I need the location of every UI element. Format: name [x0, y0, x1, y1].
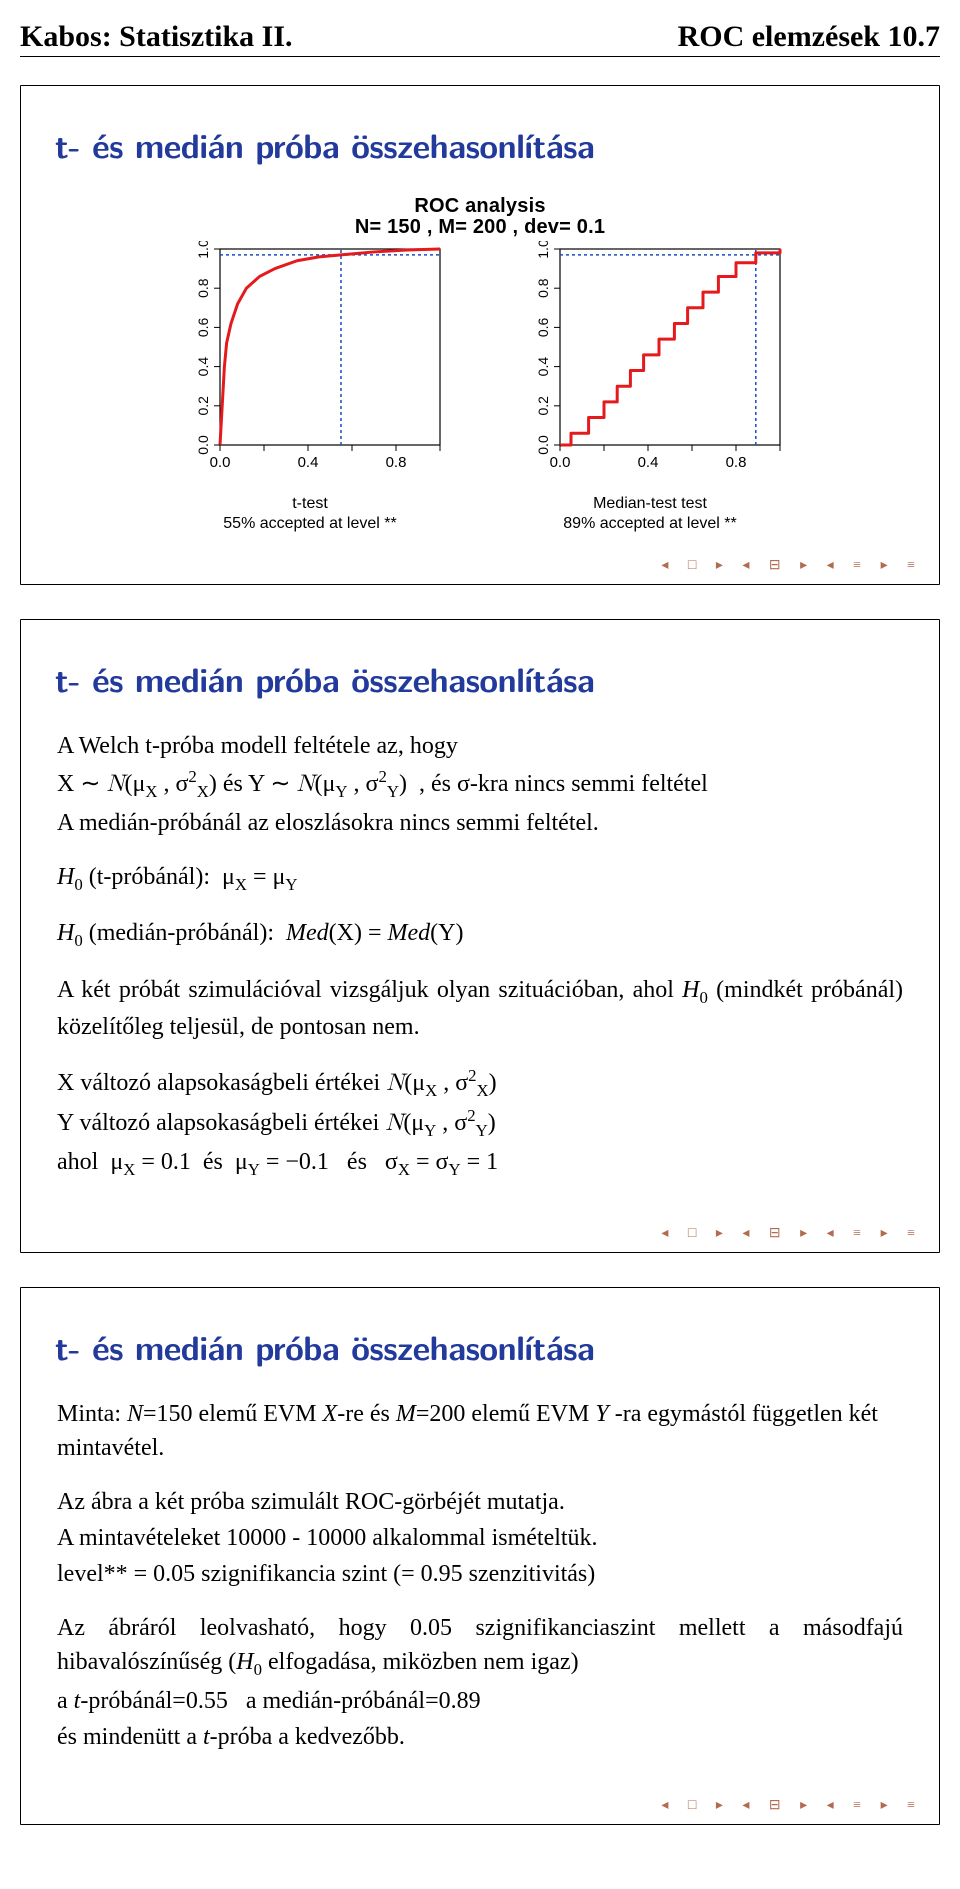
para: Az ábra a két próba szimulált ROC-görbéj…	[57, 1485, 903, 1519]
para: X változó alapsokaságbeli értékei N(μX ,…	[57, 1064, 903, 1103]
beamer-nav-icons: ◂ □ ▸ ◂ ⊟ ▸ ◂ ≡ ▸ ≡	[661, 557, 923, 574]
chart-right-caption-1: Median-test test	[510, 494, 790, 514]
svg-text:1.0: 1.0	[535, 241, 551, 259]
svg-text:0.8: 0.8	[535, 278, 551, 298]
chart-right: 0.0 0.4 0.8 0.0 0.2 0.4 0.6 0.8 1.0 Median-test …	[510, 241, 790, 534]
para: Az ábráról leolvasható, hogy 0.05 szigni…	[57, 1611, 903, 1682]
slide-text-1: t- és medián próba összehasonlítása A We…	[20, 619, 940, 1253]
slide-title: t- és medián próba összehasonlítása	[55, 654, 905, 703]
svg-text:0.8: 0.8	[386, 454, 407, 471]
slide-title: t- és medián próba összehasonlítása	[55, 120, 905, 169]
svg-text:0.4: 0.4	[638, 454, 659, 471]
chart-right-caption-2: 89% accepted at level **	[510, 514, 790, 534]
svg-text:0.4: 0.4	[535, 357, 551, 377]
svg-text:0.2: 0.2	[535, 396, 551, 416]
chart-title-1: ROC analysis	[55, 195, 905, 218]
slide-text-2: t- és medián próba összehasonlítása Mint…	[20, 1287, 940, 1825]
chart-left: 0.0 0.4 0.8 0.0 0.2 0.4 0.6 0.8 1.0 t-test 55% a…	[170, 241, 450, 534]
svg-text:0.0: 0.0	[550, 454, 571, 471]
beamer-nav-icons: ◂ □ ▸ ◂ ⊟ ▸ ◂ ≡ ▸ ≡	[661, 1225, 923, 1242]
header-left: Kabos: Statisztika II.	[20, 20, 293, 54]
header-right: ROC elemzések 10.7	[678, 20, 940, 54]
roc-right-svg: 0.0 0.4 0.8 0.0 0.2 0.4 0.6 0.8 1.0	[510, 241, 790, 481]
svg-text:0.6: 0.6	[535, 317, 551, 337]
para: level** = 0.05 szignifikancia szint (= 0…	[57, 1557, 903, 1591]
para: A mintavételeket 10000 - 10000 alkalomma…	[57, 1521, 903, 1555]
para: a t-próbánál=0.55 a medián-próbánál=0.89	[57, 1684, 903, 1718]
svg-text:0.0: 0.0	[210, 454, 231, 471]
para: A két próbát szimulációval vizsgáljuk ol…	[57, 973, 903, 1044]
para: H0 (t-próbánál): μX = μY	[57, 860, 903, 897]
chart-left-caption-1: t-test	[170, 494, 450, 514]
para: X ∼ N(μX , σ2X) és Y ∼ N(μY , σ2Y) , és …	[57, 765, 903, 804]
svg-text:0.6: 0.6	[195, 317, 211, 337]
para: A medián-próbánál az eloszlásokra nincs …	[57, 806, 903, 840]
svg-text:0.0: 0.0	[195, 435, 211, 455]
para: ahol μX = 0.1 és μY = −0.1 és σX = σY = …	[57, 1145, 903, 1182]
svg-text:0.8: 0.8	[726, 454, 747, 471]
chart-left-caption-2: 55% accepted at level **	[170, 514, 450, 534]
svg-text:0.0: 0.0	[535, 435, 551, 455]
svg-text:0.4: 0.4	[298, 454, 319, 471]
para: és mindenütt a t-próba a kedvezőbb.	[57, 1720, 903, 1754]
page-header: Kabos: Statisztika II. ROC elemzések 10.…	[20, 20, 940, 57]
para: Minta: N=150 elemű EVM X-re és M=200 ele…	[57, 1397, 903, 1465]
svg-text:0.8: 0.8	[195, 278, 211, 298]
svg-text:0.4: 0.4	[195, 357, 211, 377]
beamer-nav-icons: ◂ □ ▸ ◂ ⊟ ▸ ◂ ≡ ▸ ≡	[661, 1797, 923, 1814]
para: Y változó alapsokaságbeli értékei N(μY ,…	[57, 1104, 903, 1143]
para: H0 (medián-próbánál): Med(X) = Med(Y)	[57, 916, 903, 953]
slide-title: t- és medián próba összehasonlítása	[55, 1322, 905, 1371]
para: A Welch t-próba modell feltétele az, hog…	[57, 729, 903, 763]
chart-title-2: N= 150 , M= 200 , dev= 0.1	[55, 216, 905, 239]
svg-text:0.2: 0.2	[195, 396, 211, 416]
svg-text:1.0: 1.0	[195, 241, 211, 259]
roc-left-svg: 0.0 0.4 0.8 0.0 0.2 0.4 0.6 0.8 1.0	[170, 241, 450, 481]
slide-charts: t- és medián próba összehasonlítása ROC …	[20, 85, 940, 585]
